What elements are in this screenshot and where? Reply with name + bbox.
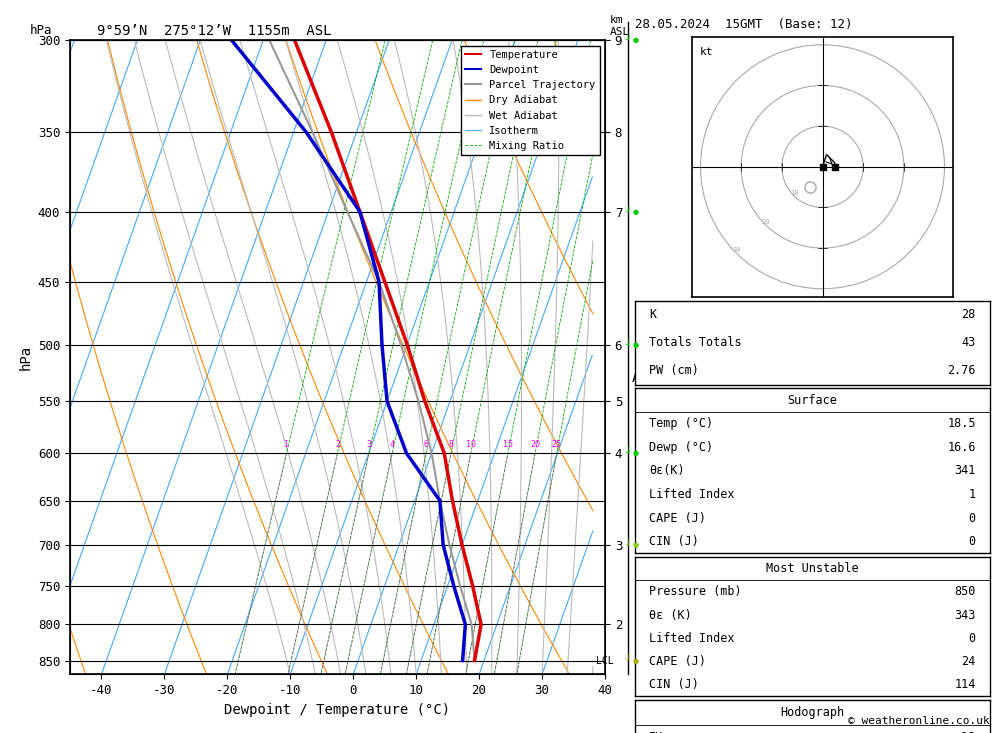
Text: 4: 4 bbox=[390, 440, 395, 449]
Text: 1: 1 bbox=[969, 488, 976, 501]
Text: km
ASL: km ASL bbox=[610, 15, 630, 37]
Text: 9°59’N  275°12’W  1155m  ASL: 9°59’N 275°12’W 1155m ASL bbox=[97, 23, 331, 38]
Text: 16.6: 16.6 bbox=[947, 441, 976, 454]
Text: © weatheronline.co.uk: © weatheronline.co.uk bbox=[848, 715, 990, 726]
Text: 2.76: 2.76 bbox=[947, 364, 976, 377]
Text: 18.5: 18.5 bbox=[947, 417, 976, 430]
Text: 43: 43 bbox=[962, 336, 976, 349]
Text: ┘: ┘ bbox=[625, 448, 631, 458]
Text: Totals Totals: Totals Totals bbox=[649, 336, 742, 349]
Text: Surface: Surface bbox=[788, 394, 837, 407]
Text: θε(K): θε(K) bbox=[649, 465, 685, 477]
Text: Temp (°C): Temp (°C) bbox=[649, 417, 713, 430]
Text: 8: 8 bbox=[448, 440, 453, 449]
Text: ┘: ┘ bbox=[625, 207, 631, 217]
Text: Most Unstable: Most Unstable bbox=[766, 562, 859, 575]
Legend: Temperature, Dewpoint, Parcel Trajectory, Dry Adiabat, Wet Adiabat, Isotherm, Mi: Temperature, Dewpoint, Parcel Trajectory… bbox=[461, 45, 600, 155]
Text: CAPE (J): CAPE (J) bbox=[649, 512, 706, 525]
Text: LCL: LCL bbox=[596, 656, 613, 666]
Y-axis label: km
ASL: km ASL bbox=[632, 358, 654, 386]
Text: 20: 20 bbox=[761, 218, 770, 225]
Text: ●: ● bbox=[633, 542, 639, 548]
Text: ●: ● bbox=[633, 658, 639, 663]
Text: 15: 15 bbox=[503, 440, 513, 449]
Text: 30: 30 bbox=[733, 247, 741, 253]
Text: 24: 24 bbox=[962, 655, 976, 668]
Text: 343: 343 bbox=[954, 608, 976, 622]
Text: 20: 20 bbox=[530, 440, 540, 449]
Text: 0: 0 bbox=[969, 512, 976, 525]
Text: 10: 10 bbox=[466, 440, 476, 449]
Text: ┘: ┘ bbox=[625, 35, 631, 45]
Text: 28: 28 bbox=[962, 308, 976, 321]
Text: 2: 2 bbox=[335, 440, 340, 449]
Text: -12: -12 bbox=[954, 731, 976, 733]
Text: Lifted Index: Lifted Index bbox=[649, 488, 735, 501]
Text: 1: 1 bbox=[284, 440, 289, 449]
Text: ┘: ┘ bbox=[625, 655, 631, 666]
Text: 10: 10 bbox=[790, 191, 798, 196]
Text: 28.05.2024  15GMT  (Base: 12): 28.05.2024 15GMT (Base: 12) bbox=[635, 18, 852, 32]
Text: 341: 341 bbox=[954, 465, 976, 477]
Text: 25: 25 bbox=[552, 440, 562, 449]
Text: PW (cm): PW (cm) bbox=[649, 364, 699, 377]
Text: ┘: ┘ bbox=[625, 339, 631, 350]
Text: ●: ● bbox=[633, 37, 639, 43]
Text: ●: ● bbox=[633, 450, 639, 456]
Text: θε (K): θε (K) bbox=[649, 608, 692, 622]
Text: ●: ● bbox=[633, 342, 639, 347]
Text: 3: 3 bbox=[367, 440, 372, 449]
Text: ┘: ┘ bbox=[625, 540, 631, 550]
Text: kt: kt bbox=[700, 47, 714, 57]
Text: CAPE (J): CAPE (J) bbox=[649, 655, 706, 668]
Text: 0: 0 bbox=[969, 632, 976, 645]
Text: CIN (J): CIN (J) bbox=[649, 678, 699, 691]
Text: Pressure (mb): Pressure (mb) bbox=[649, 586, 742, 598]
Text: Lifted Index: Lifted Index bbox=[649, 632, 735, 645]
Text: Hodograph: Hodograph bbox=[780, 706, 845, 719]
X-axis label: Dewpoint / Temperature (°C): Dewpoint / Temperature (°C) bbox=[224, 703, 451, 717]
Text: Dewp (°C): Dewp (°C) bbox=[649, 441, 713, 454]
Text: hPa: hPa bbox=[30, 23, 53, 37]
Text: 850: 850 bbox=[954, 586, 976, 598]
Text: ●: ● bbox=[633, 209, 639, 215]
Text: CIN (J): CIN (J) bbox=[649, 535, 699, 548]
Text: 6: 6 bbox=[424, 440, 429, 449]
Text: 0: 0 bbox=[969, 535, 976, 548]
Text: EH: EH bbox=[649, 731, 663, 733]
Text: K: K bbox=[649, 308, 656, 321]
Text: 114: 114 bbox=[954, 678, 976, 691]
Y-axis label: hPa: hPa bbox=[18, 345, 32, 370]
